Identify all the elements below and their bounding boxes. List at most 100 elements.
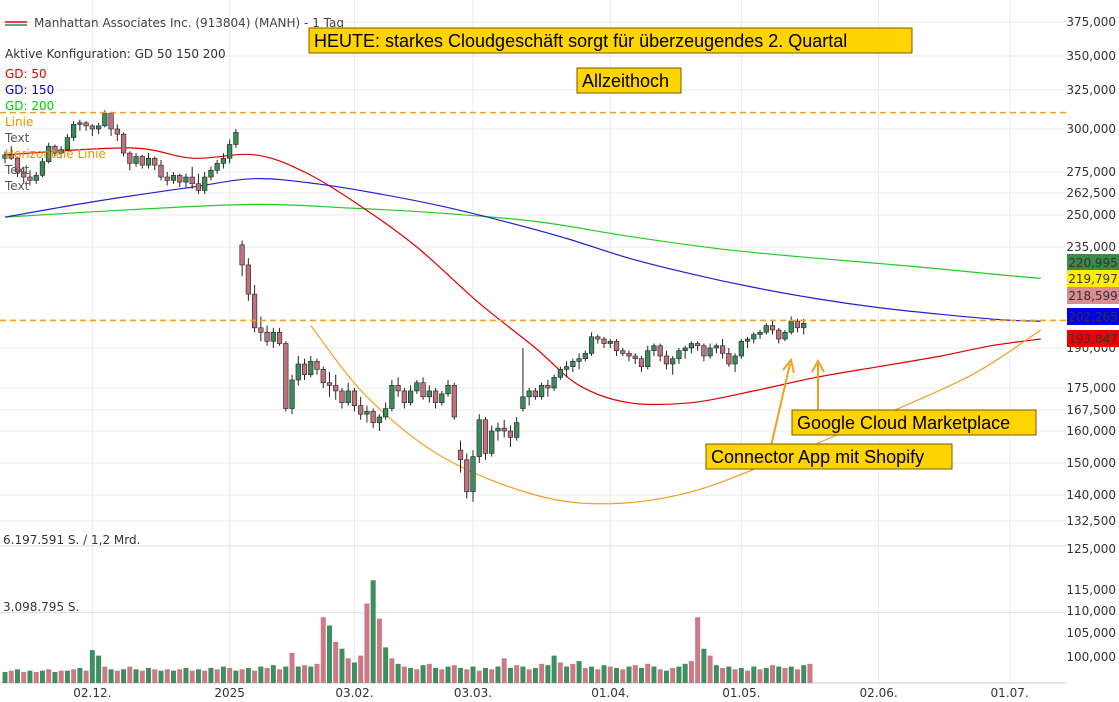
volume-bar xyxy=(801,665,807,683)
cup-curve xyxy=(310,325,1042,505)
volume-bar xyxy=(33,672,39,683)
volume-bar xyxy=(14,669,20,683)
candle xyxy=(376,414,383,431)
volume-bar xyxy=(638,667,644,683)
candle xyxy=(794,318,801,333)
candle xyxy=(214,159,220,174)
volume-bar xyxy=(682,663,688,683)
candle xyxy=(514,417,520,441)
annotation-headline: HEUTE: starkes Cloudgeschäft sorgt für ü… xyxy=(308,27,913,54)
candle xyxy=(539,382,545,400)
volume-bar xyxy=(626,666,632,683)
volume-bar xyxy=(551,655,557,683)
volume-bar xyxy=(227,667,233,683)
candle xyxy=(21,166,27,184)
volume-bar xyxy=(470,666,476,683)
candle xyxy=(46,142,52,164)
candle xyxy=(64,134,70,152)
candle xyxy=(776,327,782,344)
volume-bar xyxy=(364,603,370,683)
volume-bar xyxy=(39,670,45,683)
volume-bar xyxy=(383,647,389,683)
volume-bar xyxy=(295,666,301,683)
value-badge-text: 193,847 xyxy=(1068,332,1118,346)
candle xyxy=(439,390,445,406)
volume-bar xyxy=(308,666,314,683)
volume-bar xyxy=(258,666,264,683)
candle xyxy=(133,153,139,167)
candle xyxy=(145,153,152,169)
candle xyxy=(308,356,314,378)
volume-bar xyxy=(158,670,164,683)
candle xyxy=(108,111,114,136)
candle xyxy=(545,380,551,397)
volume-bar xyxy=(370,580,376,683)
candle xyxy=(645,345,651,370)
x-tick-label: 01.05. xyxy=(722,686,760,700)
candle xyxy=(152,156,158,171)
candle xyxy=(757,330,763,340)
value-badge: 193,847 xyxy=(1067,330,1119,347)
annotation-shopify: Connector App mit Shopify xyxy=(705,443,953,470)
candle xyxy=(127,151,133,171)
candles xyxy=(2,110,807,502)
volume-bar xyxy=(564,666,570,683)
volume-bar xyxy=(89,650,95,683)
volume-bar xyxy=(738,667,744,683)
candle xyxy=(707,343,713,359)
volume-bar xyxy=(651,666,657,683)
candle xyxy=(482,417,489,460)
volume-bar xyxy=(501,658,507,683)
volume-bar xyxy=(520,666,526,683)
candle xyxy=(177,173,183,188)
y-tick-label: 167,500 xyxy=(1066,403,1116,417)
volume-bar xyxy=(439,669,445,683)
volume-bar xyxy=(445,666,451,683)
value-badge-text: 219,797 xyxy=(1068,272,1118,286)
volume-bar xyxy=(164,669,170,683)
y-tick-label: 105,000 xyxy=(1066,626,1116,640)
volume-bar xyxy=(289,652,295,683)
volume-bar xyxy=(601,665,607,683)
volume-bar xyxy=(614,667,620,683)
candle xyxy=(301,358,308,380)
candle xyxy=(27,170,33,186)
x-tick-label: 02.06. xyxy=(860,686,898,700)
volume-bar xyxy=(495,666,501,683)
candle xyxy=(320,366,326,388)
candle xyxy=(620,348,626,356)
candle xyxy=(470,450,476,502)
candle xyxy=(339,388,345,409)
candle xyxy=(432,388,439,409)
volume-bar xyxy=(358,655,364,683)
candle xyxy=(601,336,607,348)
volume-bar xyxy=(482,667,488,683)
candle xyxy=(158,159,164,181)
annotation-ath: Allzeithoch xyxy=(576,67,682,94)
candle xyxy=(202,172,208,194)
candle xyxy=(570,358,576,372)
candle xyxy=(713,343,719,354)
volume-bar xyxy=(58,670,64,683)
volume-bar xyxy=(751,666,757,683)
candle xyxy=(39,158,46,178)
candle xyxy=(632,353,638,364)
candle xyxy=(582,350,588,362)
volume-bar xyxy=(102,666,108,683)
candle xyxy=(726,348,732,367)
volume-bar xyxy=(782,667,788,683)
volume-bar xyxy=(807,663,813,683)
candle xyxy=(233,129,239,148)
volume-bar xyxy=(632,665,638,683)
candle xyxy=(801,318,807,335)
annotation-headline-text: HEUTE: starkes Cloudgeschäft sorgt für ü… xyxy=(314,31,847,51)
volume-half-label: 3.098.795 S. xyxy=(3,600,79,614)
volume-bar xyxy=(582,667,588,683)
candle xyxy=(451,382,457,420)
indicator-label: Text xyxy=(4,163,30,177)
y-tick-label: 175,000 xyxy=(1066,381,1116,395)
y-tick-label: 150,000 xyxy=(1066,456,1116,470)
candle xyxy=(71,121,77,142)
gd50-line xyxy=(4,147,1041,406)
gd150-line xyxy=(4,178,1041,322)
